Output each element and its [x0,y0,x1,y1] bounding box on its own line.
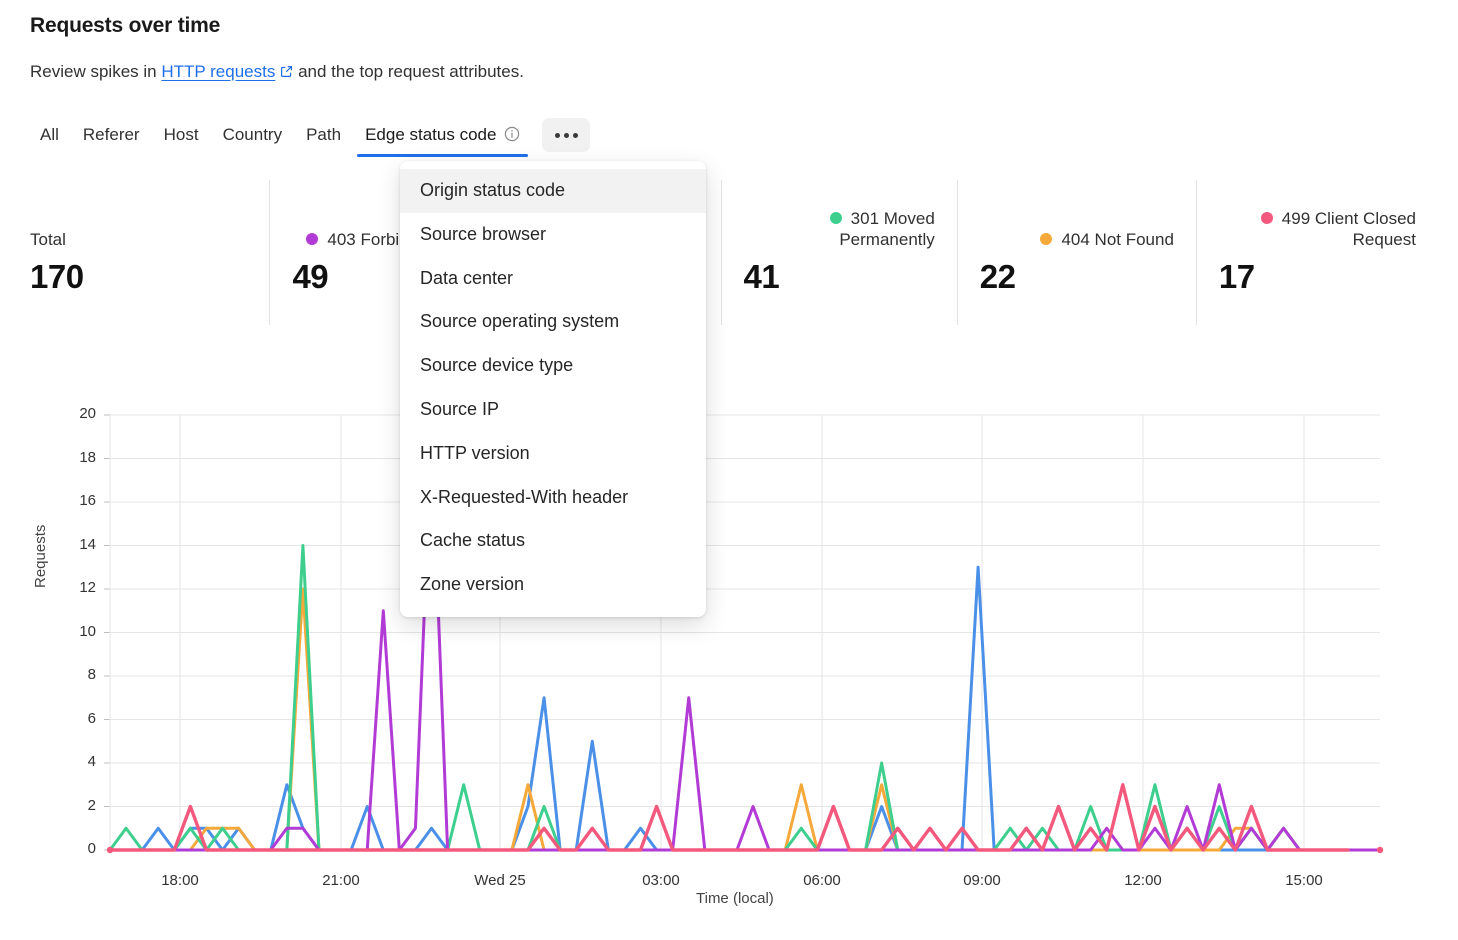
chart-y-tick-label: 16 [79,492,96,509]
page-subtitle: Review spikes in HTTP requests and the t… [30,62,524,82]
chart-y-tick-label: 6 [87,709,96,727]
chart-y-tick-label: 20 [79,405,96,422]
subtitle-text-before: Review spikes in [30,62,162,81]
stat-card: 499 Client Closed Request 17 [1195,180,1438,325]
stats-row: Total 170 403 Forbi 49 301 Moved Permanently… [30,180,1438,325]
legend-dot-icon [306,232,319,245]
attribute-dropdown-menu: Origin status code Source browser Data cen… [400,161,706,617]
menu-item-cache-status[interactable]: Cache status [420,530,526,551]
stat-label: 403 Forbi [292,230,399,250]
stat-label: 301 Moved Permanently [744,209,935,250]
chart-y-axis-label: Requests [32,524,49,588]
menu-item-source-operating-system[interactable]: Source operating system [420,311,620,332]
menu-item-x-requested-with-header[interactable]: X-Requested-With header [420,486,629,507]
menu-item-origin-status-code[interactable]: Origin status code [400,169,706,213]
chart-series-line [108,544,1382,852]
page-title: Requests over time [30,14,221,37]
stat-label-text: 404 Not Found [1061,229,1174,249]
tab-path[interactable]: Path [294,121,353,157]
chart-x-tick-label: 03:00 [642,872,680,889]
chart-y-tick-label: 8 [87,666,96,683]
legend-dot-icon [829,212,842,225]
chart-y-tick-label: 2 [87,796,96,814]
attribute-tabs: All Referer Host Country Path Edge statu… [28,118,591,160]
tab-label: Path [306,125,342,144]
menu-item-source-browser[interactable]: Source browser [420,223,547,244]
chart-x-tick-label: 18:00 [161,872,199,889]
external-link-icon [280,65,293,78]
overflow-menu-button[interactable] [542,118,591,152]
chart-series-line [108,783,1350,852]
stat-value: 41 [743,258,780,295]
subtitle-text-after: and the top request attributes. [293,62,524,81]
chart-y-tick-label: 10 [79,622,96,640]
stat-card: Total 170 [30,180,269,325]
tab-host[interactable]: Host [152,121,211,157]
stat-value: 22 [979,258,1016,295]
chart-x-tick-label: Wed 25 [474,872,526,889]
legend-dot-icon [1040,232,1053,245]
chart-y-tick-label: 14 [79,535,96,553]
menu-item-source-device-type[interactable]: Source device type [420,355,574,376]
http-requests-link[interactable]: HTTP requests [161,62,276,81]
chart-x-tick-label: 09:00 [963,872,1001,889]
chart-y-tick-label: 0 [87,840,96,857]
overflow-menu-icon [563,132,569,138]
stat-label: Total [30,230,247,250]
stat-label-text: 499 Client Closed Request [1281,209,1416,249]
overflow-menu-icon [554,132,560,138]
chart-x-tick-label: 12:00 [1124,872,1162,889]
stat-card: 403 Forbi 49 [269,180,421,325]
chart-x-tick-label: 06:00 [803,872,841,889]
overflow-menu-icon [572,132,578,138]
stat-card: 301 Moved Permanently 41 [720,180,957,325]
info-circle-icon[interactable] [504,126,520,142]
menu-item-http-version[interactable]: HTTP version [420,442,530,463]
chart-y-tick-label: 12 [79,579,96,596]
tab-country[interactable]: Country [211,121,295,157]
chart-endpoint-marker [106,846,114,854]
tab-referer[interactable]: Referer [71,121,152,157]
menu-item-zone-version[interactable]: Zone version [420,574,525,595]
menu-item-source-ip[interactable]: Source IP [420,398,500,419]
requests-chart: 0 2 4 6 8 10 12 14 16 18 20 18:00 21:00 Wed 25 03:00 06… [0,390,1458,930]
chart-x-tick-label: 21:00 [322,872,360,889]
tab-label: Referer [82,125,140,144]
stat-card: 404 Not Found 22 [956,180,1196,325]
tab-edge-status-code[interactable]: Edge status code [353,121,532,157]
tab-label: Host [163,125,199,144]
stat-value: 170 [30,258,84,295]
stat-label-text: Total [30,229,66,249]
stat-label: 499 Client Closed Request [1219,209,1416,250]
chart-plot-area [104,414,1384,854]
chart-x-axis-label: Time (local) [696,890,774,907]
tab-all[interactable]: All [28,121,71,157]
legend-dot-icon [1260,212,1273,225]
chart-endpoint-marker [1376,846,1384,854]
chart-x-tick-label: 15:00 [1285,872,1323,889]
stat-value: 49 [292,258,329,295]
chart-y-tick-label: 18 [79,448,96,466]
stat-label-text: 301 Moved Permanently [839,209,935,249]
stat-label: 404 Not Found [980,230,1174,250]
stat-label-text: 403 Forbi [327,229,400,249]
stat-value: 17 [1218,258,1255,295]
tab-label: Country [222,125,283,144]
menu-item-data-center[interactable]: Data center [420,267,514,288]
tab-label: Edge status code [365,125,497,144]
tab-label: All [40,125,59,144]
chart-y-tick-label: 4 [87,753,96,770]
